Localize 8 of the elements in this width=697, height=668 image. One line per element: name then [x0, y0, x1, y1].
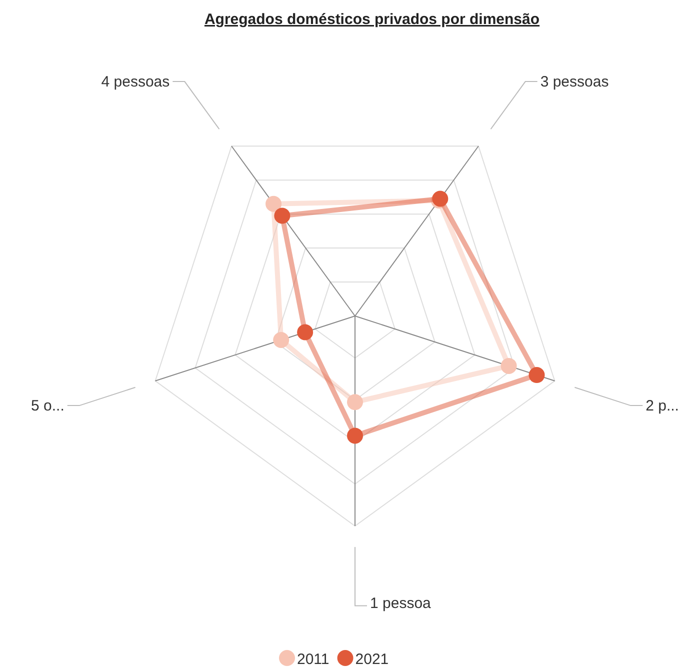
- spoke-label: 4 pessoas: [101, 74, 170, 91]
- legend-label: 2021: [355, 651, 389, 668]
- chart-title: Agregados domésticos privados por dimensão: [204, 11, 540, 28]
- spoke-label: 3 pessoas: [540, 74, 609, 91]
- spoke-label: 1 pessoa: [370, 594, 432, 612]
- legend-label: 2011: [297, 651, 330, 668]
- spoke-label: 5 o...: [31, 398, 64, 415]
- spoke-label: 2 p...: [646, 398, 679, 415]
